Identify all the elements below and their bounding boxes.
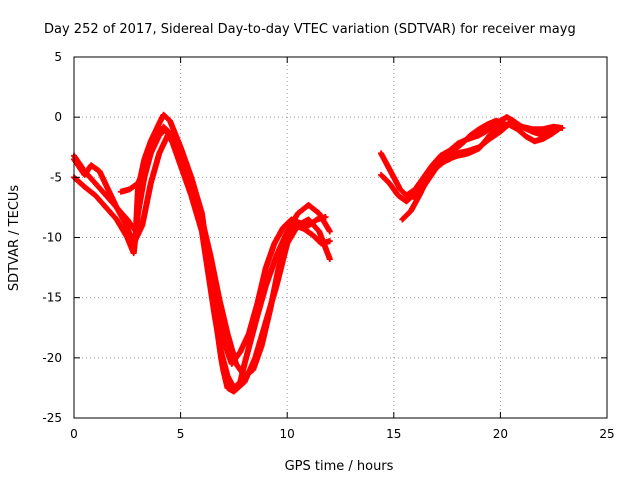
y-tick-label: 0 bbox=[54, 110, 62, 124]
x-tick-label: 10 bbox=[280, 427, 295, 441]
y-tick-label: -10 bbox=[42, 231, 62, 245]
y-tick-label: -20 bbox=[42, 351, 62, 365]
y-tick-label: -25 bbox=[42, 411, 62, 425]
marker-trail bbox=[71, 111, 333, 395]
series-track-1 bbox=[71, 111, 333, 395]
chart-title: Day 252 of 2017, Sidereal Day-to-day VTE… bbox=[44, 22, 576, 37]
marker-trail bbox=[71, 132, 333, 379]
series-track-2 bbox=[71, 126, 333, 391]
marker-trail bbox=[412, 120, 557, 202]
y-tick-label: -15 bbox=[42, 291, 62, 305]
series-track-3 bbox=[71, 132, 333, 379]
x-tick-label: 15 bbox=[386, 427, 401, 441]
grid-lines bbox=[74, 57, 607, 418]
axis-ticks bbox=[73, 56, 608, 419]
x-tick-label: 25 bbox=[599, 427, 614, 441]
marker-trail bbox=[378, 114, 566, 199]
data-points bbox=[71, 111, 566, 395]
series-track-5 bbox=[378, 114, 566, 199]
x-tick-label: 20 bbox=[493, 427, 508, 441]
y-tick-label: 5 bbox=[54, 50, 62, 64]
x-tick-labels: 0 5 10 15 20 25 bbox=[70, 427, 614, 441]
series-track-4 bbox=[117, 123, 329, 367]
y-tick-label: -5 bbox=[50, 170, 62, 184]
y-axis-label: SDTVAR / TECUs bbox=[7, 185, 22, 292]
marker-trail bbox=[117, 123, 329, 367]
y-tick-labels: 5 0 -5 -10 -15 -20 -25 bbox=[42, 50, 62, 425]
plot-frame bbox=[73, 56, 608, 419]
x-tick-label: 0 bbox=[70, 427, 78, 441]
marker-trail bbox=[71, 126, 333, 391]
x-tick-label: 5 bbox=[177, 427, 185, 441]
x-axis-label: GPS time / hours bbox=[285, 459, 394, 474]
series-track-8 bbox=[412, 120, 557, 202]
